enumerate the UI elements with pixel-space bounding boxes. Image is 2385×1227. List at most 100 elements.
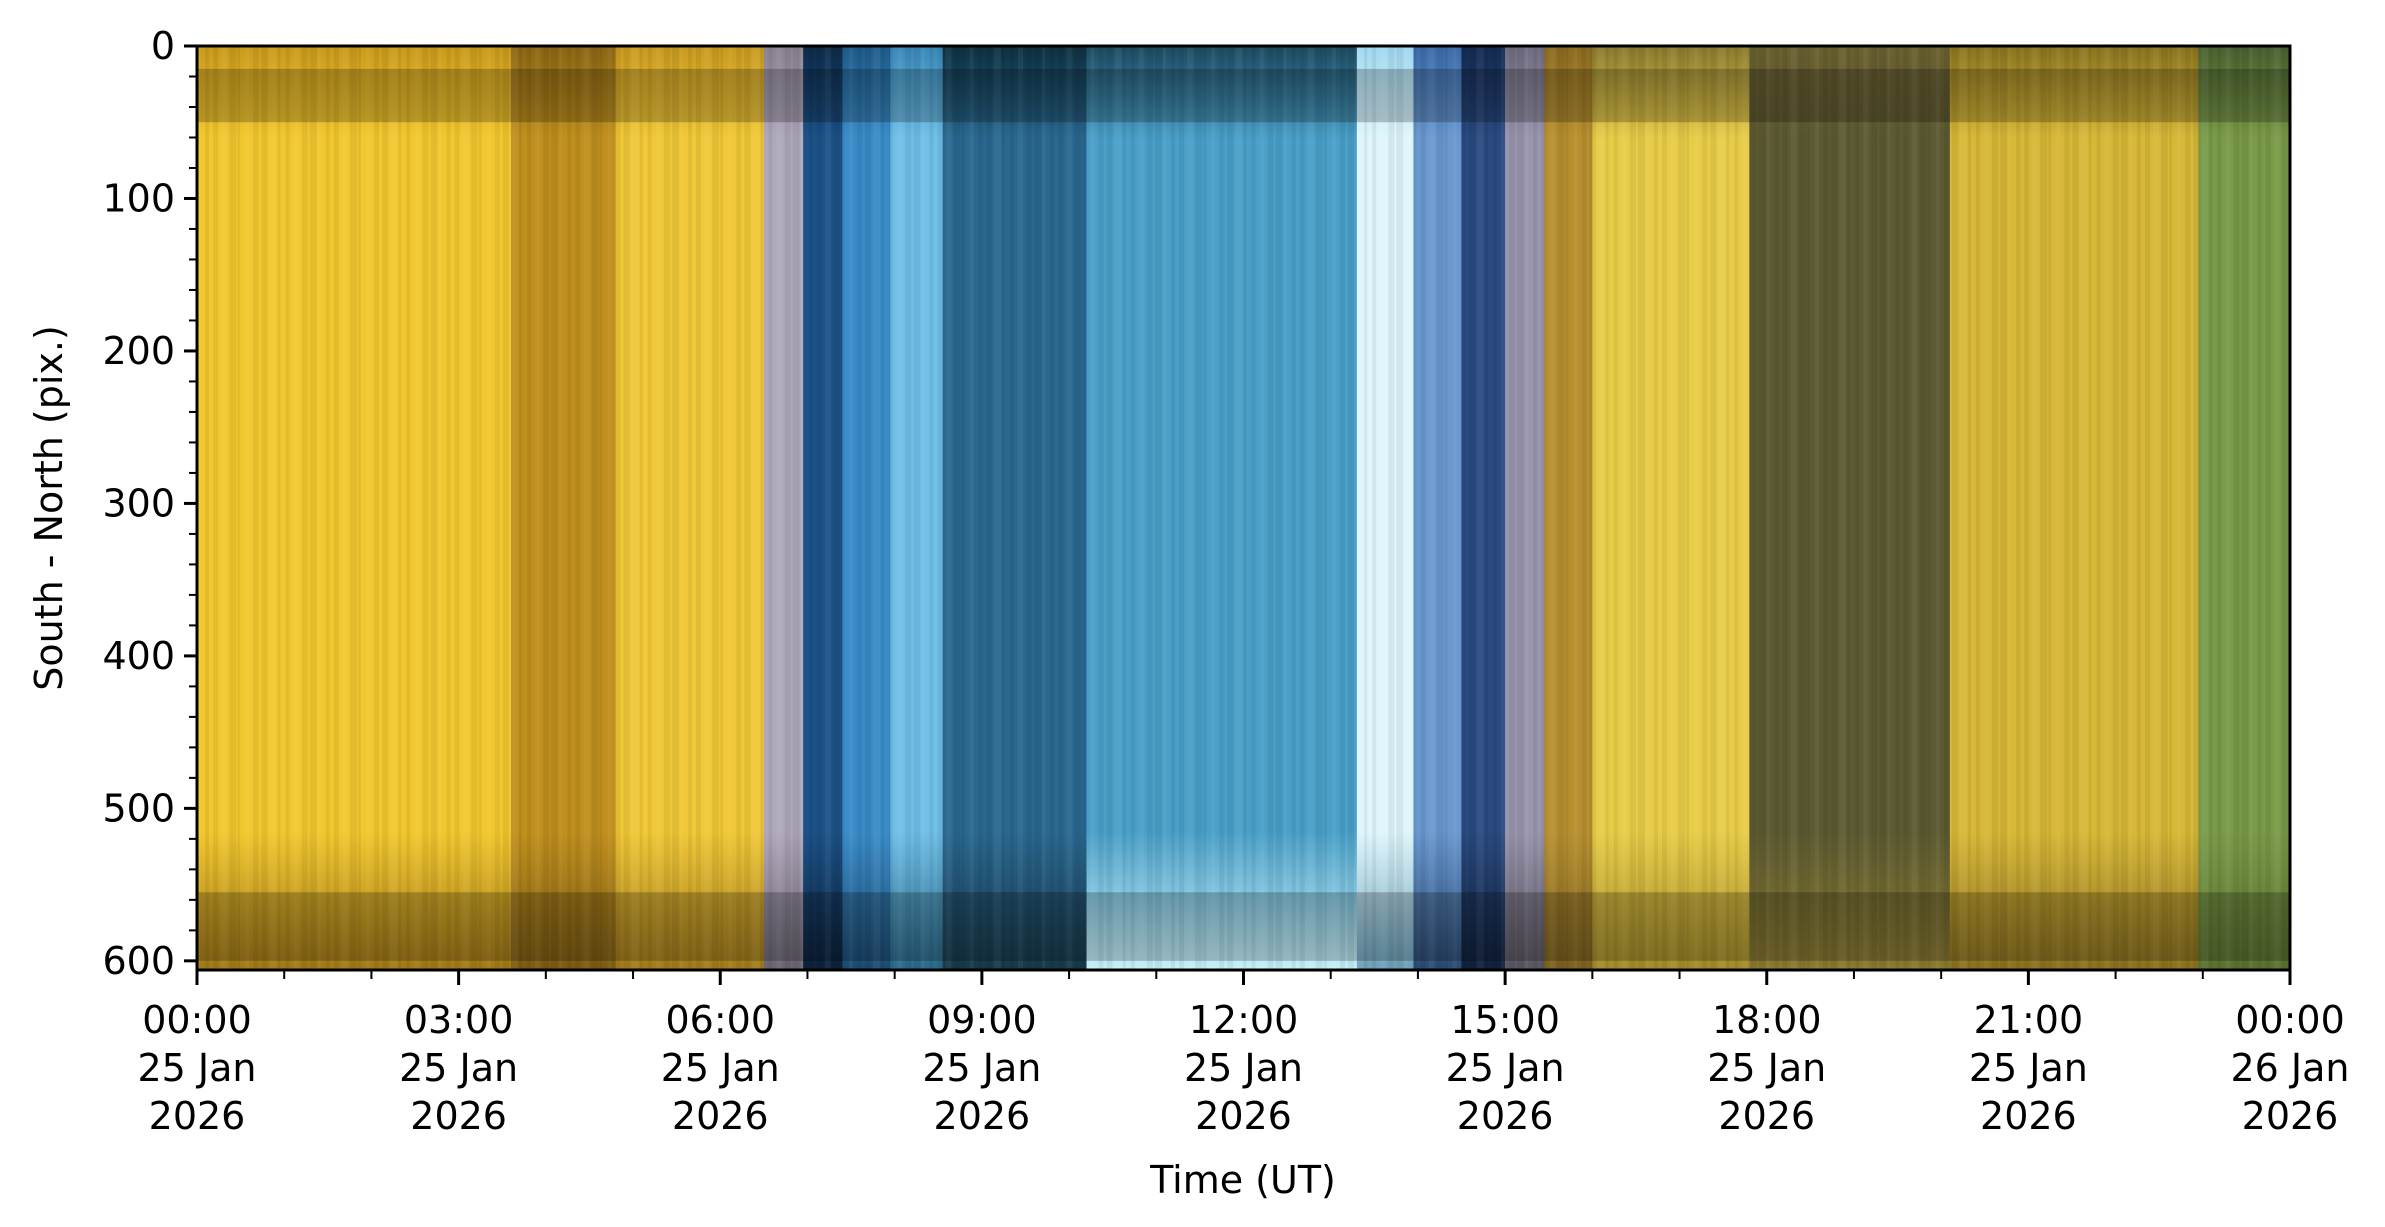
streak [1879,46,1887,970]
x-tick-label: 2026 [1718,1094,1815,1138]
streak [390,46,398,970]
streak [615,46,621,970]
streak [1919,46,1927,970]
streak [2241,46,2249,970]
streak [1283,46,1287,970]
x-tick-label: 09:00 [927,998,1037,1042]
streak [2233,46,2240,970]
streak [1058,46,1064,970]
streak [1211,46,1216,970]
streak [1565,46,1569,970]
streak [1790,46,1797,970]
streak [655,46,661,970]
streak [1847,46,1851,970]
streak [768,46,773,970]
streak [462,46,469,970]
dark-row-stripe [197,68,2290,123]
streak [1557,46,1565,970]
streak [2032,46,2039,970]
x-tick-label: 12:00 [1189,998,1299,1042]
x-tick-label: 25 Jan [922,1046,1041,1090]
streak [1613,46,1618,970]
dark-row-stripe [197,892,2290,961]
streak [349,46,357,970]
streak [1267,46,1274,970]
streak [607,46,612,970]
streak [1670,46,1677,970]
streak [277,46,281,970]
streak [1678,46,1686,970]
streak [261,46,268,970]
streak [2120,46,2128,970]
streak [2024,46,2030,970]
heatmap-band [510,46,617,970]
streak [1098,46,1104,970]
streak [2048,46,2052,970]
streak [671,46,679,970]
streak [406,46,411,970]
streak [1436,46,1444,970]
streak [374,46,380,970]
heatmap-image [197,46,2291,970]
streak [752,46,760,970]
streak [1227,46,1234,970]
streak [1702,46,1708,970]
streak [583,46,590,970]
dark-row-stripes [197,68,2290,961]
streak [1661,46,1667,970]
streak [1026,46,1033,970]
streak [1106,46,1113,970]
streak [2128,46,2132,970]
streak [527,46,532,970]
streak [1774,46,1779,970]
x-tick-label: 25 Jan [1446,1046,1565,1090]
x-tick-label: 2026 [1195,1094,1292,1138]
streak [245,46,250,970]
streak [1758,46,1766,970]
streak [728,46,733,970]
streak [1476,46,1484,970]
y-tick-label: 600 [102,939,175,983]
streak [1050,46,1055,970]
streak [2169,46,2173,970]
streak [366,46,371,970]
x-tick-label: 2026 [410,1094,507,1138]
streak [1323,46,1327,970]
x-tick-label: 2026 [934,1094,1031,1138]
x-tick-label: 25 Jan [1184,1046,1303,1090]
streak [1219,46,1225,970]
heatmap-band [1949,46,2199,970]
y-tick-label: 500 [102,786,175,830]
streak [2088,46,2092,970]
streak [1525,46,1529,970]
heatmap-band [1356,46,1415,970]
streak [1420,46,1426,970]
y-axis: 0 100 200 300 400 500 600 [102,24,197,983]
streak [1146,46,1153,970]
heatmap-band [1749,46,1951,970]
streak [309,46,317,970]
streak [1871,46,1878,970]
streak [1653,46,1658,970]
streak [543,46,550,970]
streak [1533,46,1538,970]
streak [438,46,442,970]
streak [921,46,925,970]
streak [2217,46,2222,970]
streak [1549,46,1556,970]
heatmap-band [763,46,804,970]
streak [800,46,804,970]
streak [977,46,983,970]
streak [1951,46,1958,970]
streak [1597,46,1605,970]
streak [382,46,389,970]
streak [1492,46,1497,970]
streak [679,46,683,970]
streak [1887,46,1891,970]
streak [631,46,639,970]
streak [446,46,451,970]
streak [502,46,509,970]
streak [2096,46,2101,970]
streak [1798,46,1806,970]
streak [792,46,800,970]
